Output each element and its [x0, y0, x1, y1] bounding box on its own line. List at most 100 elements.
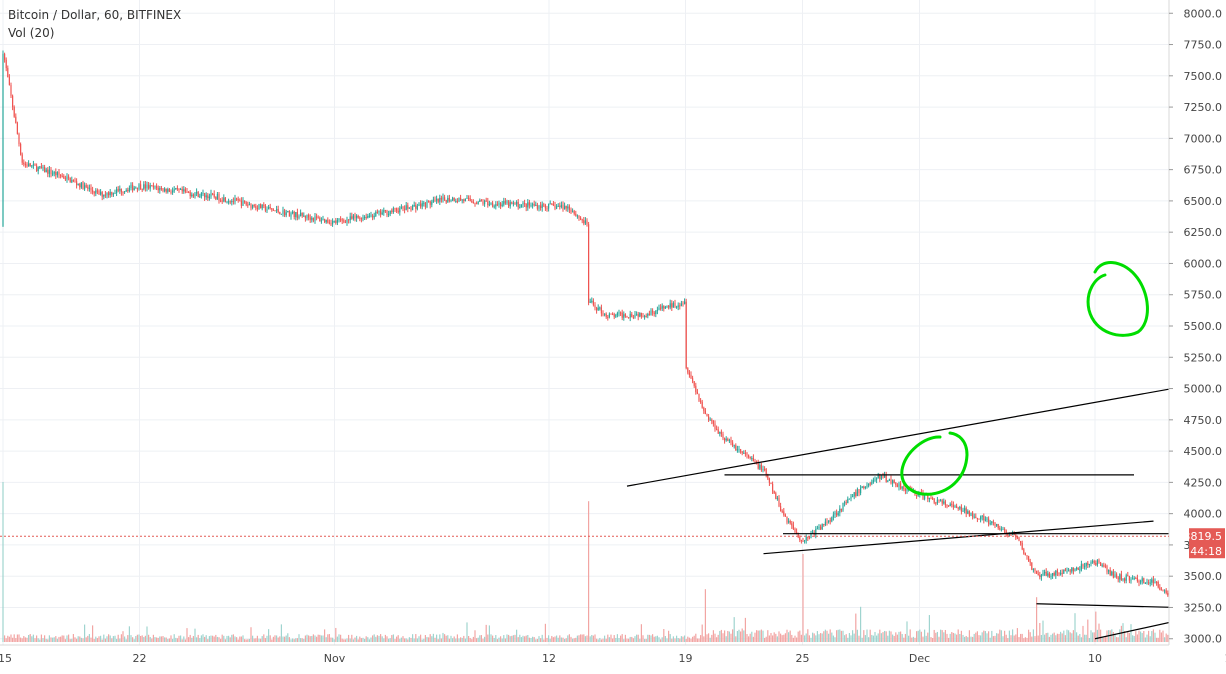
candle-body	[561, 205, 562, 207]
volume-bar	[1039, 623, 1040, 642]
candle-body	[788, 521, 789, 522]
volume-bar	[1033, 629, 1034, 642]
candle-body	[574, 211, 575, 214]
volume-bar	[886, 631, 887, 642]
volume-bar	[356, 636, 357, 642]
volume-bar	[511, 636, 512, 642]
candle-body	[1030, 561, 1031, 562]
candle-body	[319, 218, 320, 221]
candle-body	[657, 310, 658, 311]
volume-bar	[369, 639, 370, 642]
candle-body	[12, 96, 13, 107]
volume-bar	[12, 638, 13, 642]
volume-bar	[599, 638, 600, 642]
candle-body	[543, 204, 544, 205]
candle-body	[298, 216, 299, 218]
candle-body	[718, 429, 719, 433]
candle-body	[1033, 569, 1034, 570]
candle-body	[855, 492, 856, 496]
candle-body	[238, 199, 239, 200]
candle-body	[730, 440, 731, 442]
volume-bar	[393, 634, 394, 642]
candle-body	[486, 201, 487, 202]
candle-body	[1150, 583, 1151, 584]
volume-bar	[1020, 634, 1021, 642]
candle-body	[338, 219, 339, 220]
volume-indicator-label[interactable]: Vol (20)	[8, 26, 54, 40]
candle-body	[708, 416, 709, 419]
candle-body	[1065, 569, 1066, 571]
candle-body	[273, 210, 274, 211]
candle-body	[326, 220, 327, 222]
volume-bar	[494, 638, 495, 642]
volume-bar	[1153, 629, 1154, 642]
candle-body	[166, 189, 167, 192]
volume-bar	[1167, 635, 1168, 642]
candle-body	[345, 222, 346, 223]
candle-body	[441, 198, 442, 200]
volume-bar	[932, 638, 933, 642]
candle-body	[663, 306, 664, 309]
candle-body	[671, 303, 672, 307]
candle-body	[582, 219, 583, 220]
volume-bar	[559, 635, 560, 642]
volume-bar	[876, 636, 877, 642]
candle-body	[564, 206, 565, 210]
candle-body	[714, 424, 715, 430]
volume-bar	[890, 631, 891, 642]
volume-bar	[169, 638, 170, 642]
candle-body	[1025, 554, 1026, 556]
candle-body	[386, 210, 387, 215]
volume-bar	[137, 635, 138, 642]
candle-body	[746, 453, 747, 455]
volume-bar	[553, 637, 554, 642]
candle-body	[164, 189, 165, 191]
volume-bar	[1060, 632, 1061, 642]
volume-bar	[81, 638, 82, 642]
volume-bar	[350, 639, 351, 642]
volume-bar	[671, 639, 672, 642]
volume-bar	[166, 637, 167, 642]
candle-body	[74, 181, 75, 182]
candle-body	[999, 528, 1000, 529]
candle-body	[49, 170, 50, 174]
candle-body	[482, 202, 483, 205]
volume-bar	[926, 636, 927, 642]
candle-body	[710, 420, 711, 421]
volume-bar	[1001, 630, 1002, 642]
volume-bar	[246, 640, 247, 642]
volume-bar	[873, 636, 874, 642]
candle-body	[862, 486, 863, 487]
volume-bar	[473, 637, 474, 642]
volume-bar	[927, 633, 928, 642]
candle-body	[594, 305, 595, 308]
candle-body	[726, 439, 727, 441]
volume-bar	[970, 637, 971, 642]
candle-body	[212, 194, 213, 195]
candle-body	[263, 205, 264, 206]
volume-bar	[124, 636, 125, 642]
candle-body	[111, 192, 112, 195]
candle-body	[1049, 573, 1050, 577]
volume-bar	[6, 638, 7, 642]
candle-body	[1009, 535, 1010, 536]
candle-body	[498, 203, 499, 205]
volume-bar	[719, 631, 720, 642]
candle-body	[65, 178, 66, 179]
volume-bar	[919, 630, 920, 642]
candle-body	[447, 198, 448, 203]
time-axis-area[interactable]	[0, 645, 1226, 669]
volume-bar	[1006, 635, 1007, 642]
volume-bar	[20, 638, 21, 642]
volume-bar	[84, 625, 85, 642]
candle-body	[977, 518, 978, 519]
candle-body	[953, 505, 954, 507]
volume-bar	[572, 639, 573, 642]
chart-title[interactable]: Bitcoin / Dollar, 60, BITFINEX	[8, 8, 181, 22]
volume-bar	[1134, 636, 1135, 642]
volume-bar	[2, 482, 3, 642]
candle-body	[300, 213, 301, 216]
volume-bar	[1070, 632, 1071, 642]
candle-body	[1090, 562, 1091, 564]
